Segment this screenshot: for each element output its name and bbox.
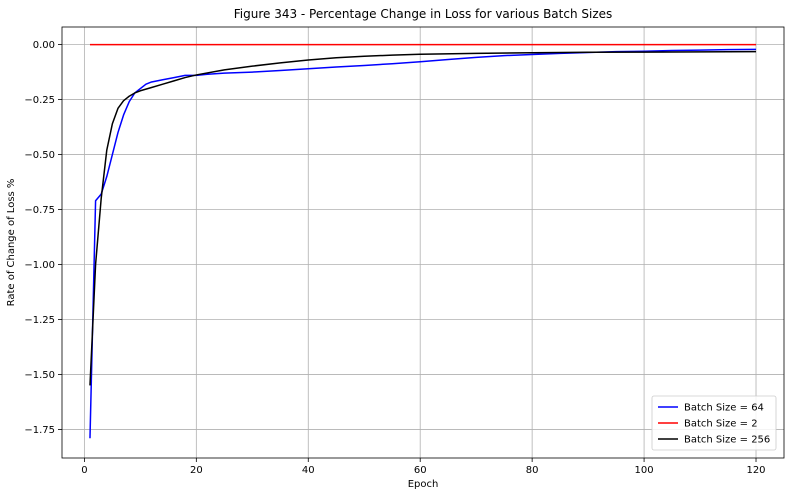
x-tick-label: 100	[635, 465, 654, 476]
x-tick-label: 0	[81, 465, 87, 476]
legend-entry: Batch Size = 64	[684, 403, 764, 414]
plot-frame	[61, 26, 785, 459]
y-tick-label: −0.25	[24, 95, 55, 106]
y-tick-label: −1.00	[24, 260, 55, 271]
y-axis-label: Rate of Change of Loss %	[6, 179, 17, 307]
y-tick-label: −1.50	[24, 370, 55, 381]
y-tick-label: −0.50	[24, 150, 55, 161]
y-axis-ticks: 0.00 −0.25 −0.50 −0.75 −1.00 −1.25 −1.50 −1.75	[24, 40, 62, 436]
y-tick-label: 0.00	[33, 40, 55, 51]
x-tick-label: 60	[414, 465, 427, 476]
series-line-2	[89, 50, 757, 386]
chart-title: Figure 343 - Percentage Change in Loss f…	[234, 7, 613, 21]
legend-entry: Batch Size = 256	[684, 435, 770, 446]
legend: Batch Size = 64 Batch Size = 2 Batch Size …	[651, 395, 777, 451]
x-tick-label: 80	[526, 465, 539, 476]
x-axis-label: Epoch	[408, 479, 439, 490]
x-axis-ticks: 0 20 40 60 80 100 120	[81, 458, 766, 476]
legend-entry: Batch Size = 2	[684, 419, 758, 430]
x-tick-label: 40	[302, 465, 315, 476]
y-tick-label: −0.75	[24, 205, 55, 216]
y-tick-label: −1.75	[24, 425, 55, 436]
y-tick-label: −1.25	[24, 315, 55, 326]
series-lines	[89, 43, 757, 439]
legend-box	[651, 395, 777, 451]
x-tick-label: 20	[190, 465, 203, 476]
x-tick-label: 120	[746, 465, 765, 476]
